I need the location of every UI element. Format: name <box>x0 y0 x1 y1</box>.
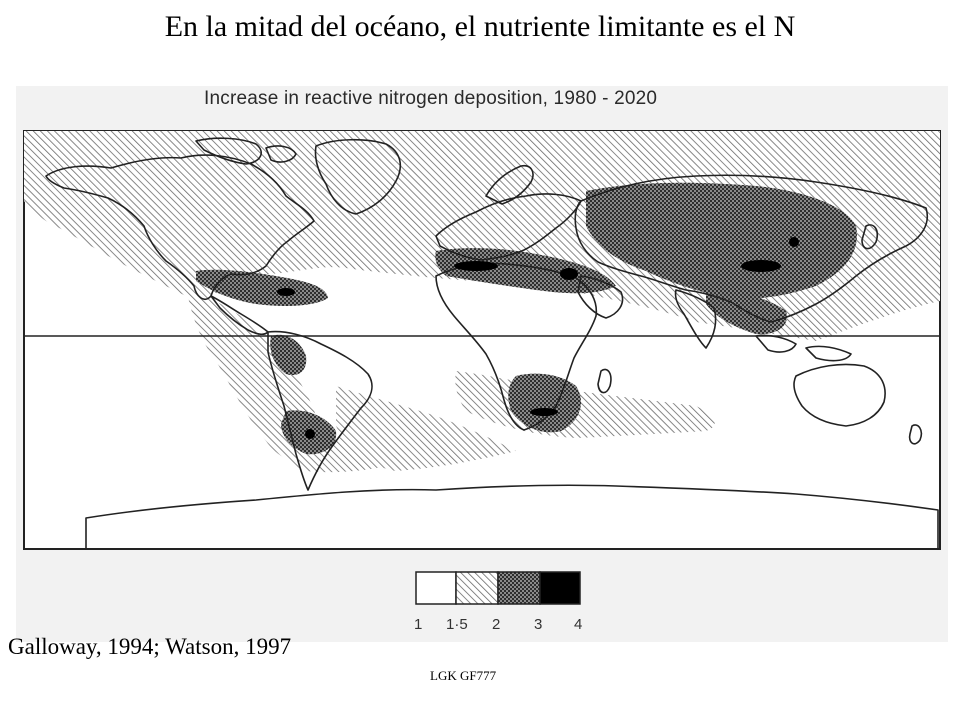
hotspot-korea <box>789 237 799 247</box>
zone-asia-dense <box>586 182 857 299</box>
world-map <box>23 130 941 605</box>
land-north-america <box>45 154 315 301</box>
zone-south-asia-dense <box>706 286 787 335</box>
legend-label-3: 3 <box>534 616 543 633</box>
legend-box-4 <box>539 571 581 605</box>
zone-central-america-dense <box>196 269 328 306</box>
legend-label-1: 1 <box>414 616 423 633</box>
land-madagascar <box>597 368 612 394</box>
land-australia <box>793 363 886 427</box>
land-antarctica <box>85 484 939 549</box>
slide-title: En la mitad del océano, el nutriente lim… <box>164 10 796 43</box>
map-title: Increase in reactive nitrogen deposition… <box>204 88 658 109</box>
map-figure: Increase in reactive nitrogen deposition… <box>16 86 948 642</box>
land-new-zealand <box>908 424 923 445</box>
land-arctic-islands <box>195 137 297 165</box>
hotspot-south-america <box>305 429 315 439</box>
zone-south-atlantic-hatch <box>336 386 516 471</box>
land-scandinavia <box>485 164 534 205</box>
zone-andes-dense <box>270 334 307 376</box>
legend-label-4: 4 <box>574 616 583 633</box>
land-africa <box>435 262 598 431</box>
legend-box-3 <box>497 571 541 605</box>
land-greenland <box>314 138 402 215</box>
hotspots-high <box>277 237 799 439</box>
legend-label-1-5: 1·5 <box>446 616 468 633</box>
land-arabia <box>577 275 624 319</box>
land-india <box>674 289 717 349</box>
legend <box>415 571 581 605</box>
legend-box-1 <box>415 571 457 605</box>
citation: Galloway, 1994; Watson, 1997 <box>8 634 292 659</box>
hotspot-china <box>741 260 781 272</box>
land-south-america <box>267 330 373 491</box>
land-asia <box>574 174 928 323</box>
hotspot-us <box>277 288 295 296</box>
footer-code: LGK GF777 <box>430 668 497 683</box>
legend-label-2: 2 <box>492 616 501 633</box>
land-europe <box>435 193 582 261</box>
land-japan <box>861 224 879 250</box>
hotspot-europe-east <box>560 268 578 280</box>
hotspot-europe-west <box>454 261 498 271</box>
hotspot-south-africa <box>530 408 558 416</box>
legend-box-2 <box>455 571 499 605</box>
